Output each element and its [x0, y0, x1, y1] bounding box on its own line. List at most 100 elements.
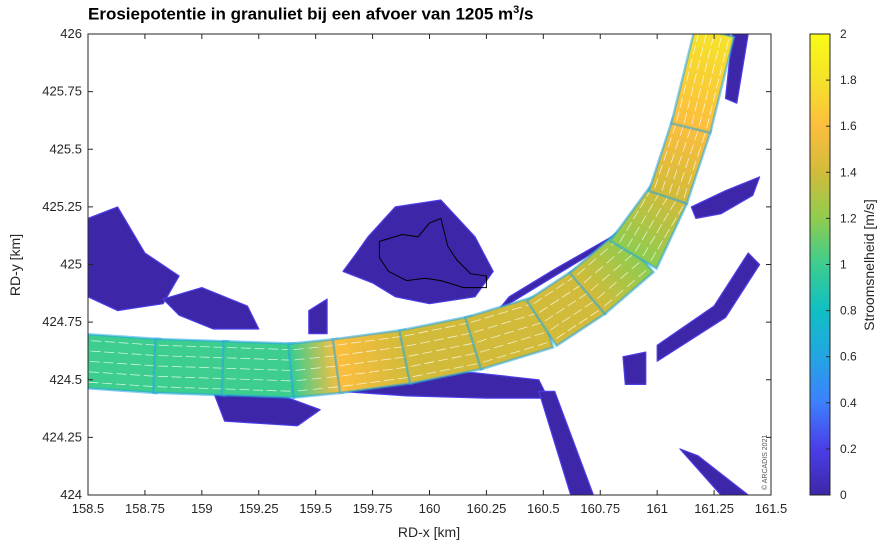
velocity-vector — [690, 86, 694, 97]
velocity-vector — [90, 350, 101, 353]
velocity-vector — [606, 256, 615, 264]
velocity-vector — [451, 355, 462, 359]
velocity-vector — [394, 356, 405, 359]
velocity-vector — [715, 50, 719, 61]
velocity-vector — [498, 310, 509, 315]
velocity-vector — [695, 34, 699, 42]
velocity-vector — [655, 208, 662, 218]
velocity-vector — [493, 344, 504, 349]
velocity-vector — [473, 329, 484, 333]
y-tick-label: 424 — [60, 487, 82, 502]
y-tick-label: 424.75 — [42, 314, 82, 329]
velocity-map — [88, 34, 761, 495]
x-tick-label: 159.25 — [239, 501, 279, 516]
velocity-vector — [507, 340, 518, 345]
velocity-vector — [412, 374, 423, 378]
velocity-vector — [104, 341, 115, 343]
velocity-vector — [537, 342, 548, 346]
colorbar-tick-label: 0 — [840, 488, 847, 502]
velocity-vector — [626, 279, 635, 288]
velocity-vector — [676, 111, 680, 121]
velocity-vector — [686, 71, 690, 82]
velocity-vector — [654, 178, 659, 189]
x-tick-label: 161 — [646, 501, 668, 516]
velocity-vector — [294, 358, 305, 361]
velocity-vector — [673, 169, 678, 180]
velocity-vector — [504, 330, 515, 335]
low-velocity-region — [656, 252, 761, 362]
low-velocity-region — [308, 298, 328, 335]
velocity-vector — [640, 215, 647, 225]
velocity-vector — [116, 373, 127, 375]
low-velocity-region — [342, 199, 494, 305]
velocity-vector — [725, 39, 729, 50]
velocity-vector — [692, 45, 696, 55]
velocity-vector — [379, 348, 390, 351]
velocity-vector — [453, 366, 464, 369]
velocity-vector — [364, 339, 375, 342]
channel-bank — [669, 34, 736, 135]
velocity-vector — [590, 283, 599, 291]
velocity-vector — [467, 363, 478, 366]
velocity-vector — [638, 270, 647, 278]
velocity-vector — [683, 188, 688, 199]
velocity-vector — [650, 251, 657, 261]
velocity-vector — [679, 97, 683, 108]
velocity-vector — [711, 63, 715, 74]
velocity-vector — [511, 306, 522, 311]
low-velocity-region — [679, 448, 749, 495]
velocity-vector — [613, 264, 622, 272]
velocity-vector — [578, 292, 588, 300]
velocity-vector — [692, 160, 697, 171]
velocity-vector — [323, 345, 334, 347]
velocity-vector — [470, 319, 481, 323]
colorbar-tick-label: 0.4 — [840, 396, 857, 410]
velocity-vector — [694, 101, 698, 112]
velocity-vector — [370, 380, 381, 383]
x-tick-label: 161.25 — [694, 501, 734, 516]
velocity-vector — [295, 368, 306, 371]
velocity-vector — [312, 388, 323, 390]
velocity-vector — [297, 389, 308, 392]
velocity-vector — [324, 355, 335, 358]
velocity-vector — [680, 172, 685, 182]
velocity-vector — [648, 219, 655, 229]
velocity-vector — [661, 181, 666, 191]
velocity-vector — [696, 60, 701, 70]
velocity-vector — [117, 362, 128, 365]
velocity-vector — [131, 353, 142, 355]
velocity-vector — [538, 306, 548, 313]
velocity-vector — [445, 325, 456, 329]
velocity-vector — [531, 322, 542, 327]
velocity-vector — [689, 144, 694, 155]
channel-segment — [671, 34, 734, 133]
velocity-vector — [670, 217, 677, 227]
velocity-vector — [698, 116, 702, 127]
velocity-vector — [642, 247, 649, 257]
velocity-vector — [293, 348, 304, 350]
velocity-vector — [341, 374, 352, 377]
velocity-vector — [604, 299, 613, 307]
velocity-vector — [340, 363, 351, 367]
velocity-vector — [663, 212, 669, 222]
velocity-vector — [447, 335, 458, 339]
y-tick-label: 426 — [60, 26, 82, 41]
velocity-vector — [129, 384, 140, 386]
x-axis: 158.5 158.75 159 159.25 159.5 159.75 160 160.25… — [72, 34, 787, 516]
x-axis-label: RD-x [km] — [398, 524, 460, 540]
velocity-vector — [501, 320, 512, 325]
velocity-vector — [716, 78, 720, 89]
velocity-vector — [308, 346, 319, 349]
velocity-vector — [573, 308, 582, 316]
velocity-vector — [693, 73, 697, 84]
velocity-vector — [487, 324, 498, 329]
velocity-vector — [670, 201, 676, 211]
velocity-vector — [676, 185, 681, 196]
y-tick-label: 425.75 — [42, 84, 82, 99]
velocity-vector — [678, 155, 682, 166]
velocity-vector — [463, 342, 474, 346]
colorbar-axis: 0 0.2 0.4 0.6 0.8 1 1.2 1.4 1.6 1.8 2 — [826, 27, 857, 502]
colorbar-tick-label: 0.6 — [840, 350, 857, 364]
velocity-vector — [675, 139, 680, 150]
velocity-vector — [649, 235, 656, 245]
